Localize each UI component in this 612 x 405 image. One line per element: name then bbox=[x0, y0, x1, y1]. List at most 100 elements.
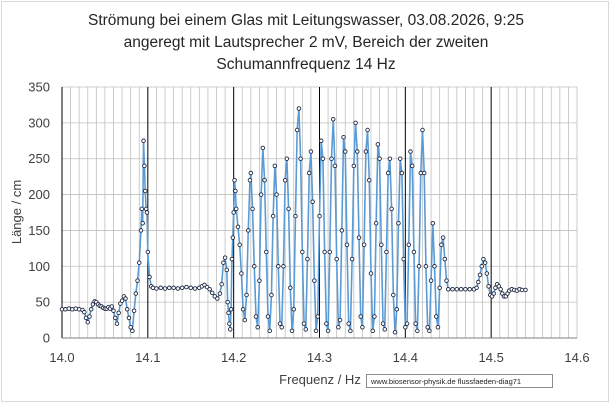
y-tick-label: 350 bbox=[28, 80, 50, 95]
data-point bbox=[409, 163, 415, 169]
data-point bbox=[147, 274, 152, 280]
data-point bbox=[282, 177, 288, 183]
data-point bbox=[279, 324, 284, 330]
data-point bbox=[277, 321, 283, 326]
data-point bbox=[423, 264, 429, 269]
data-point bbox=[142, 163, 147, 169]
data-point bbox=[257, 278, 262, 283]
data-point bbox=[421, 170, 427, 176]
data-point bbox=[361, 242, 367, 248]
data-point bbox=[375, 142, 381, 147]
data-point bbox=[235, 224, 241, 230]
data-point bbox=[408, 149, 413, 154]
data-point bbox=[276, 264, 281, 269]
data-point bbox=[167, 285, 172, 291]
data-point bbox=[437, 285, 442, 291]
data-point bbox=[188, 285, 193, 291]
data-point bbox=[286, 206, 291, 212]
data-point bbox=[320, 156, 326, 161]
data-point bbox=[109, 304, 115, 309]
data-point bbox=[139, 206, 145, 212]
data-point bbox=[265, 314, 271, 319]
data-point bbox=[399, 170, 405, 176]
data-point bbox=[303, 327, 309, 332]
data-point bbox=[233, 206, 239, 212]
data-point bbox=[392, 330, 398, 335]
data-point bbox=[226, 310, 231, 316]
data-point bbox=[262, 177, 267, 183]
data-point bbox=[365, 127, 370, 133]
data-point bbox=[124, 307, 130, 312]
data-point bbox=[330, 117, 336, 122]
axes bbox=[61, 87, 578, 339]
data-point bbox=[343, 149, 348, 154]
data-point bbox=[481, 256, 486, 262]
data-point bbox=[484, 271, 490, 276]
data-point bbox=[337, 317, 343, 323]
data-point bbox=[119, 298, 125, 303]
data-point bbox=[232, 177, 237, 183]
y-tick-label: 0 bbox=[43, 331, 50, 346]
data-point bbox=[126, 315, 132, 321]
data-point bbox=[274, 192, 279, 197]
data-point bbox=[222, 255, 228, 260]
data-point bbox=[247, 177, 253, 183]
data-point bbox=[267, 328, 272, 334]
x-tick-label: 14.4 bbox=[393, 350, 418, 365]
data-point bbox=[88, 307, 94, 312]
data-point bbox=[355, 149, 360, 154]
data-point bbox=[406, 242, 412, 248]
data-point bbox=[467, 286, 472, 292]
data-point bbox=[158, 285, 163, 291]
data-point bbox=[367, 177, 372, 183]
data-point bbox=[252, 264, 257, 269]
y-axis-label: Länge / cm bbox=[9, 180, 24, 244]
data-point bbox=[300, 249, 305, 255]
data-point bbox=[416, 264, 422, 269]
data-point bbox=[138, 228, 144, 233]
x-axis-label: Frequenz / Hz bbox=[279, 372, 361, 387]
y-tick-label: 50 bbox=[36, 295, 50, 310]
data-point bbox=[289, 328, 295, 334]
tick-labels: 14.0 14.1 14.2 14.3 14.4 14.5 14.6 0 50 100 150 200… bbox=[28, 80, 589, 366]
data-point bbox=[394, 307, 400, 312]
data-point bbox=[351, 163, 357, 169]
data-point bbox=[240, 307, 246, 312]
chart-title: Strömung bei einem Glas mit Leitungswass… bbox=[0, 10, 612, 76]
data-point bbox=[227, 321, 232, 326]
data-point bbox=[246, 228, 251, 233]
data-point bbox=[253, 314, 259, 319]
data-point bbox=[244, 292, 249, 298]
data-point bbox=[415, 328, 420, 334]
data-point bbox=[432, 264, 437, 269]
data-series bbox=[59, 106, 528, 335]
data-point bbox=[427, 328, 432, 334]
data-point bbox=[403, 324, 408, 330]
data-point bbox=[373, 221, 379, 226]
data-point bbox=[111, 308, 116, 314]
data-point bbox=[387, 156, 393, 161]
data-point bbox=[384, 249, 389, 255]
data-point bbox=[179, 285, 185, 291]
data-point bbox=[85, 319, 90, 325]
data-point bbox=[385, 170, 391, 176]
data-point bbox=[315, 314, 321, 319]
data-point bbox=[306, 170, 312, 176]
data-point bbox=[227, 327, 233, 332]
data-point bbox=[228, 307, 234, 312]
data-point bbox=[336, 324, 341, 330]
data-point bbox=[482, 260, 488, 265]
data-point bbox=[476, 279, 481, 285]
data-point bbox=[128, 324, 133, 330]
data-point bbox=[401, 256, 406, 262]
data-point bbox=[389, 206, 394, 212]
data-point bbox=[313, 328, 319, 334]
data-point bbox=[171, 285, 176, 291]
data-point bbox=[231, 210, 236, 215]
data-point bbox=[332, 163, 338, 169]
data-point bbox=[145, 249, 151, 255]
data-point bbox=[82, 309, 87, 315]
data-point bbox=[301, 321, 307, 326]
data-point bbox=[433, 314, 439, 319]
data-point bbox=[248, 170, 254, 176]
